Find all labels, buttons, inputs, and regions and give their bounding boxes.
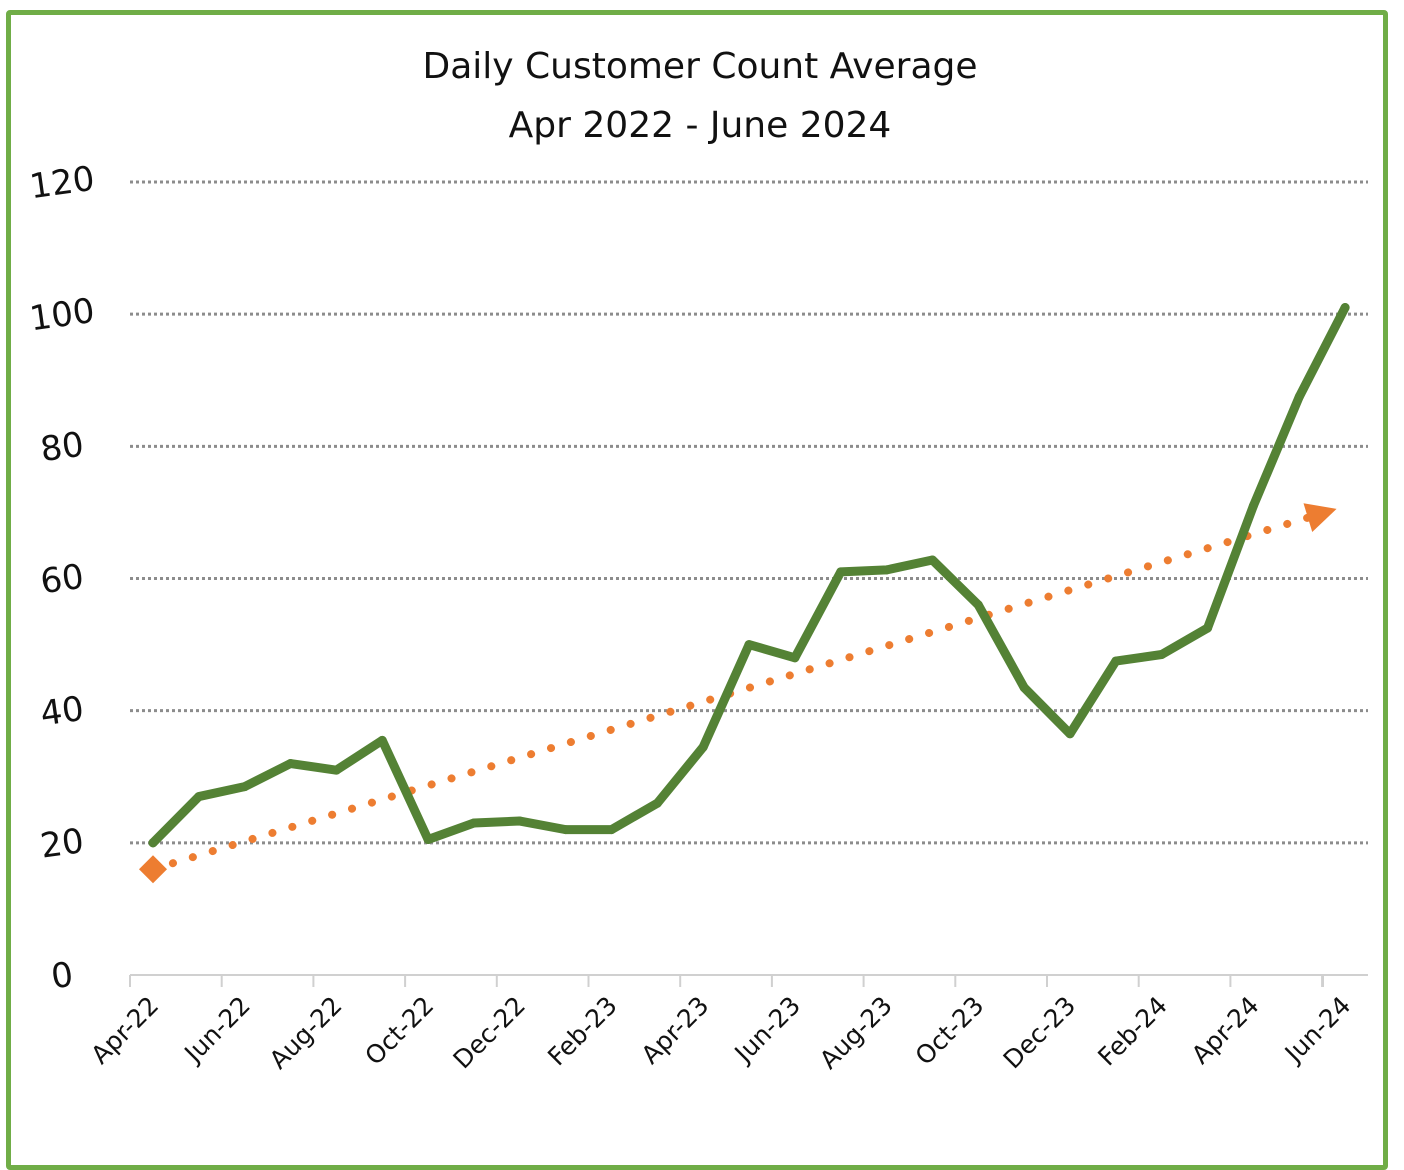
y-axis-ticks: 0 20 40 60 80 100 120	[27, 159, 97, 998]
data-point	[1111, 656, 1121, 666]
x-tick-label: Feb-24	[1092, 991, 1173, 1072]
data-point	[882, 565, 892, 575]
data-point	[973, 600, 983, 610]
x-tick-label: Apr-22	[85, 991, 164, 1070]
y-tick-label: 60	[38, 557, 86, 603]
data-point	[836, 567, 846, 577]
data-point	[698, 742, 708, 752]
series-line-0	[148, 303, 1350, 848]
data-point	[1157, 649, 1167, 659]
data-point	[744, 640, 754, 650]
x-tick-label: Dec-23	[998, 991, 1082, 1075]
y-tick-label: 20	[38, 821, 86, 867]
y-tick-label: 80	[38, 425, 86, 471]
x-tick-label: Dec-22	[447, 991, 531, 1075]
data-point	[1340, 303, 1350, 313]
gridlines	[130, 180, 1368, 845]
series-lines	[148, 303, 1350, 848]
x-tick-label: Jun-23	[728, 991, 806, 1069]
y-tick-label: 40	[38, 689, 86, 735]
data-point	[377, 735, 387, 745]
data-point	[423, 835, 433, 845]
x-tick-label: Oct-23	[910, 991, 990, 1071]
x-tick-label: Oct-22	[359, 991, 439, 1071]
x-tick-label: Apr-23	[636, 991, 715, 1070]
x-axis	[129, 974, 1368, 987]
x-tick-label: Jun-22	[178, 991, 256, 1069]
data-point	[607, 825, 616, 835]
x-tick-label: Feb-23	[542, 991, 623, 1072]
x-tick-label: Aug-22	[264, 991, 348, 1075]
data-point	[1065, 729, 1075, 739]
data-point	[240, 782, 250, 792]
chart-subtitle: Apr 2022 - June 2024	[509, 105, 892, 146]
chart-title: Daily Customer Count Average	[422, 46, 977, 87]
data-point	[1203, 623, 1213, 633]
data-point	[194, 792, 204, 802]
data-point	[927, 555, 937, 565]
trendline-end-marker	[1303, 503, 1337, 533]
data-point	[148, 838, 158, 848]
y-tick-label: 120	[27, 159, 97, 208]
x-axis-ticks: Apr-22 Jun-22 Aug-22 Oct-22 Dec-22 Feb-23 Apr-…	[85, 991, 1356, 1075]
trendline-start-marker	[139, 855, 167, 884]
trendline-path	[149, 508, 1330, 874]
data-point	[1294, 392, 1304, 402]
data-point	[561, 825, 571, 835]
data-point	[286, 759, 296, 769]
trendline	[139, 503, 1337, 884]
data-point	[652, 798, 662, 808]
x-tick-label: Jun-24	[1278, 991, 1356, 1069]
data-point	[515, 816, 525, 826]
y-tick-label: 0	[49, 955, 76, 998]
x-tick-label: Apr-24	[1186, 991, 1265, 1070]
data-point	[1248, 501, 1258, 511]
chart-frame	[6, 10, 1388, 1170]
data-point	[790, 653, 800, 663]
data-point	[331, 765, 341, 775]
data-point	[469, 818, 479, 828]
data-point	[1019, 683, 1029, 693]
x-tick-label: Aug-23	[814, 991, 898, 1075]
y-tick-label: 100	[27, 291, 97, 340]
